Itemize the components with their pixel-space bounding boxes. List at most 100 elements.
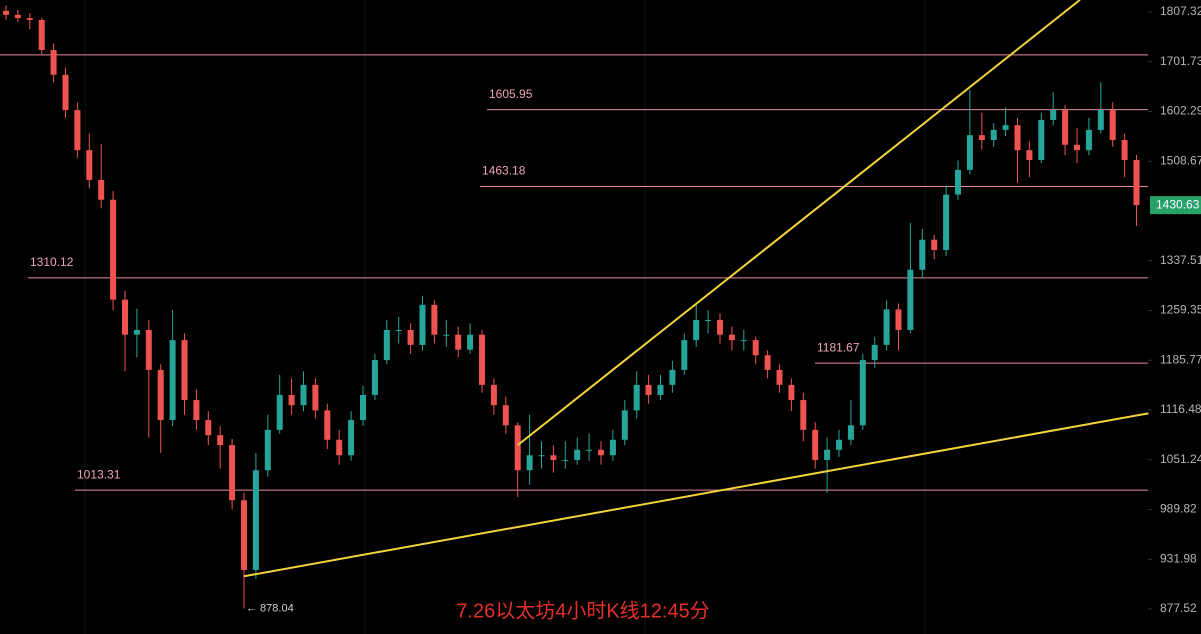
y-tick-label: 1116.48 [1160, 402, 1201, 416]
trend-line [243, 412, 1149, 578]
candle-body [669, 369, 676, 385]
last-price-label: 1430.63 [1156, 197, 1200, 211]
candle-body [978, 135, 985, 140]
candle-body [371, 360, 378, 395]
candle-body [264, 429, 271, 471]
y-tick-label: 1051.24 [1160, 452, 1201, 466]
candle-body [1109, 110, 1116, 140]
candle-body [383, 329, 390, 361]
candle-body [193, 400, 200, 421]
candle-body [931, 239, 938, 251]
candle-body [514, 425, 521, 471]
candle-body [110, 199, 117, 300]
candle-body [1014, 125, 1021, 151]
candle-body [336, 439, 343, 456]
y-tick-label: 1259.35 [1160, 303, 1201, 317]
candle-body [1085, 129, 1092, 151]
candle-body [859, 360, 866, 426]
candle-body [229, 445, 236, 501]
candle-body [681, 340, 688, 370]
candle-body [1121, 139, 1128, 160]
candle-body [764, 355, 771, 370]
candle-body [574, 449, 581, 460]
candle-body [348, 420, 355, 456]
candle-body [907, 269, 914, 330]
y-tick-label: 1337.51 [1160, 253, 1201, 267]
candle-body [990, 129, 997, 140]
candle-body [645, 384, 652, 395]
candle-body [752, 340, 759, 356]
candle-body [788, 384, 795, 401]
candle-body [847, 425, 854, 440]
trend-line [517, 0, 1081, 446]
y-tick-label: 1701.73 [1160, 54, 1201, 68]
candle-body [1038, 119, 1045, 160]
y-tick-label: 1602.29 [1160, 104, 1201, 118]
candle-body [14, 14, 21, 19]
candle-body [252, 470, 259, 570]
candle-body [895, 309, 902, 330]
candle-body [609, 439, 616, 456]
candle-body [395, 329, 402, 331]
candle-body [502, 405, 509, 426]
candle-body [955, 169, 961, 195]
candle-body [836, 439, 842, 450]
candle-body [241, 500, 247, 570]
candle-body [455, 334, 462, 350]
candle-body [479, 334, 485, 385]
level-label: 1181.67 [817, 340, 860, 354]
candle-body [407, 329, 414, 345]
candle-body [3, 10, 9, 15]
level-label: 1310.12 [30, 255, 74, 269]
candle-body [276, 394, 283, 430]
candle-body [133, 329, 140, 335]
candle-body [181, 340, 188, 401]
candle-body [157, 369, 164, 421]
candle-body [145, 329, 152, 370]
candle-body [26, 18, 33, 20]
candle-body [966, 135, 973, 170]
chart-title: 7.26以太坊4小时K线12:45分 [456, 599, 709, 622]
candle-body [443, 334, 450, 336]
candle-body [550, 455, 557, 460]
y-tick-label: 989.82 [1160, 502, 1197, 516]
y-tick-label: 1508.67 [1160, 153, 1201, 167]
candle-body [169, 340, 176, 421]
candle-body [74, 110, 81, 151]
level-label: 1013.31 [77, 467, 121, 481]
candle-body [1026, 150, 1033, 160]
candle-body [62, 74, 69, 111]
candle-body [776, 369, 783, 385]
candle-body [324, 410, 331, 440]
grid [84, 0, 926, 634]
candle-body [312, 384, 319, 411]
candle-body [490, 384, 497, 406]
candle-body [633, 384, 640, 411]
candle-body [871, 344, 878, 361]
y-tick-label: 1185.77 [1160, 352, 1201, 366]
candle-body [98, 179, 105, 200]
candle-body [467, 334, 474, 350]
candle-body [824, 449, 831, 460]
candle-body [943, 194, 950, 251]
candle-body [419, 304, 426, 345]
y-tick-label: 877.52 [1160, 601, 1197, 615]
candle-body [621, 410, 628, 440]
candle-body [1002, 125, 1009, 130]
candle-body [740, 340, 747, 342]
candle-body [288, 394, 295, 406]
candle-body [300, 384, 307, 406]
candle-body [693, 319, 700, 341]
candle-body [360, 394, 366, 421]
candle-body [526, 455, 533, 471]
candle-body [657, 384, 664, 395]
candle-body [728, 334, 735, 341]
candle-body [50, 50, 57, 75]
candle-body [38, 19, 45, 51]
candle-body [1074, 144, 1080, 151]
candle-body [1133, 159, 1140, 206]
candle-body [812, 429, 819, 460]
candle-body [705, 319, 712, 321]
candle-body [538, 455, 545, 457]
